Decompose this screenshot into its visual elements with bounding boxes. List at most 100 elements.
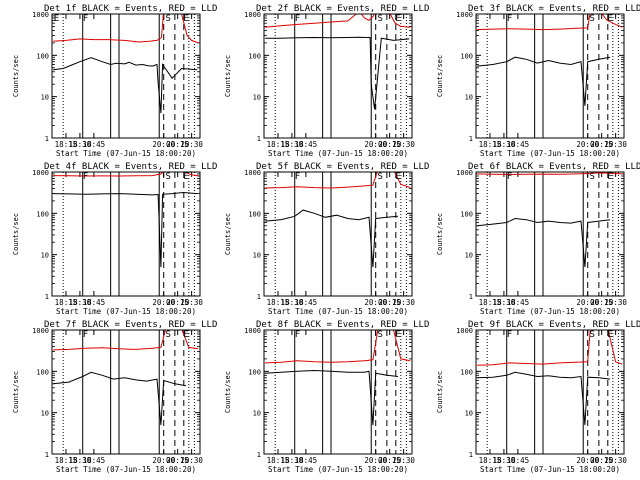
- x-tick-label: 18:45: [83, 140, 106, 149]
- marker-label: F: [83, 14, 88, 24]
- x-tick-label: 18:45: [295, 456, 318, 465]
- chart-panel-4: Det 4f BLACK = Events, RED = LLD Counts/s…: [12, 162, 217, 316]
- marker-label: E: [183, 330, 188, 340]
- x-tick-label: 20:00: [152, 298, 175, 307]
- x-tick-label: 20:30: [392, 140, 415, 149]
- x-tick-label: 18:30: [281, 140, 304, 149]
- y-axis-label: Counts/sec: [12, 55, 20, 97]
- plot-area: [477, 14, 623, 138]
- series-line-events: [265, 36, 410, 110]
- chart-panel-2: Det 2f BLACK = Events, RED = LLD Counts/s…: [224, 4, 429, 158]
- chart-panel-3: Det 3f BLACK = Events, RED = LLD Counts/s…: [436, 4, 640, 158]
- x-tick-label: 18:15: [479, 298, 502, 307]
- x-tick-label: 20:30: [604, 456, 627, 465]
- x-tick-label: 20:30: [180, 456, 203, 465]
- chart-panel-7: Det 7f BLACK = Events, RED = LLD Counts/s…: [12, 320, 217, 474]
- series-line-lld: [53, 330, 199, 351]
- marker-label: E: [607, 14, 612, 24]
- x-axis-label: Start Time (07-Jun-15 18:00:20): [268, 465, 408, 474]
- chart-panel-6: Det 6f BLACK = Events, RED = LLD Counts/s…: [436, 162, 640, 316]
- x-tick-label: 20:00: [576, 456, 599, 465]
- x-tick-label: 20:30: [392, 298, 415, 307]
- plot-area: [53, 14, 199, 138]
- x-tick-label: 18:45: [507, 140, 530, 149]
- x-tick-label: 18:30: [69, 456, 92, 465]
- y-tick-label: 100: [36, 52, 49, 60]
- plot-area: [477, 330, 623, 454]
- y-tick-label: 100: [248, 210, 261, 218]
- y-axis-label: Counts/sec: [436, 213, 444, 255]
- marker-label: F: [295, 172, 300, 182]
- x-tick-label: 20:00: [152, 456, 175, 465]
- marker-label: E: [395, 172, 400, 182]
- y-tick-label: 1000: [32, 327, 49, 335]
- axes-frame: [51, 171, 201, 297]
- y-tick-label: 1: [45, 451, 49, 459]
- x-axis-label: Start Time (07-Jun-15 18:00:20): [268, 307, 408, 316]
- x-axis-label: Start Time (07-Jun-15 18:00:20): [480, 307, 620, 316]
- x-tick-label: 20:15: [590, 140, 613, 149]
- x-tick-label: 18:15: [267, 140, 290, 149]
- marker-label: S: [165, 14, 170, 24]
- y-tick-label: 10: [253, 410, 261, 418]
- plot-area: [265, 172, 411, 296]
- y-tick-label: 1: [469, 135, 473, 143]
- chart-title: Det 5f BLACK = Events, RED = LLD: [256, 162, 429, 172]
- chart-title: Det 7f BLACK = Events, RED = LLD: [44, 320, 217, 330]
- plot-area: [265, 330, 411, 454]
- axes-frame: [263, 13, 413, 139]
- y-tick-label: 100: [36, 210, 49, 218]
- x-tick-label: 18:15: [479, 456, 502, 465]
- x-tick-label: 18:30: [493, 140, 516, 149]
- y-tick-label: 10: [41, 410, 49, 418]
- x-tick-label: 18:45: [83, 298, 106, 307]
- x-tick-label: 18:15: [479, 140, 502, 149]
- y-tick-label: 100: [248, 368, 261, 376]
- plot-area: [53, 172, 199, 296]
- series-line-events: [53, 57, 198, 114]
- series-line-events: [477, 56, 611, 106]
- series-line-events: [53, 191, 198, 268]
- x-tick-label: 18:30: [493, 298, 516, 307]
- marker-label: S: [377, 330, 382, 340]
- y-tick-label: 1000: [244, 327, 261, 335]
- series-line-events: [477, 371, 611, 426]
- y-tick-label: 100: [460, 368, 473, 376]
- y-tick-label: 1000: [456, 11, 473, 19]
- x-tick-label: 20:30: [180, 140, 203, 149]
- plot-area: [477, 172, 623, 296]
- y-axis-label: Counts/sec: [224, 213, 232, 255]
- chart-panel-8: Det 8f BLACK = Events, RED = LLD Counts/s…: [224, 320, 429, 474]
- marker-label: F: [83, 330, 88, 340]
- x-tick-label: 20:15: [166, 456, 189, 465]
- x-tick-label: 18:30: [493, 456, 516, 465]
- series-line-events: [265, 369, 399, 426]
- series-line-lld: [265, 330, 411, 364]
- series-line-lld: [477, 172, 623, 176]
- x-tick-label: 18:45: [507, 298, 530, 307]
- chart-panel-5: Det 5f BLACK = Events, RED = LLD Counts/s…: [224, 162, 429, 316]
- y-tick-label: 10: [465, 410, 473, 418]
- x-tick-label: 20:00: [364, 140, 387, 149]
- x-axis-label: Start Time (07-Jun-15 18:00:20): [480, 465, 620, 474]
- x-tick-label: 20:15: [166, 140, 189, 149]
- x-tick-label: 20:15: [166, 298, 189, 307]
- y-tick-label: 100: [36, 368, 49, 376]
- x-tick-label: 18:15: [55, 140, 78, 149]
- x-tick-label: 18:30: [69, 140, 92, 149]
- x-axis-label: Start Time (07-Jun-15 18:00:20): [56, 465, 196, 474]
- x-tick-label: 18:15: [267, 456, 290, 465]
- y-tick-label: 100: [460, 210, 473, 218]
- x-tick-label: 20:00: [576, 140, 599, 149]
- x-tick-label: 20:30: [604, 298, 627, 307]
- x-tick-label: 20:00: [152, 140, 175, 149]
- marker-label: E: [607, 330, 612, 340]
- y-tick-label: 1: [257, 135, 261, 143]
- y-tick-label: 10: [253, 94, 261, 102]
- chart-title: Det 8f BLACK = Events, RED = LLD: [256, 320, 429, 330]
- y-axis-label: Counts/sec: [224, 371, 232, 413]
- y-tick-label: 1: [469, 451, 473, 459]
- y-tick-label: 10: [41, 252, 49, 260]
- marker-label: F: [83, 172, 88, 182]
